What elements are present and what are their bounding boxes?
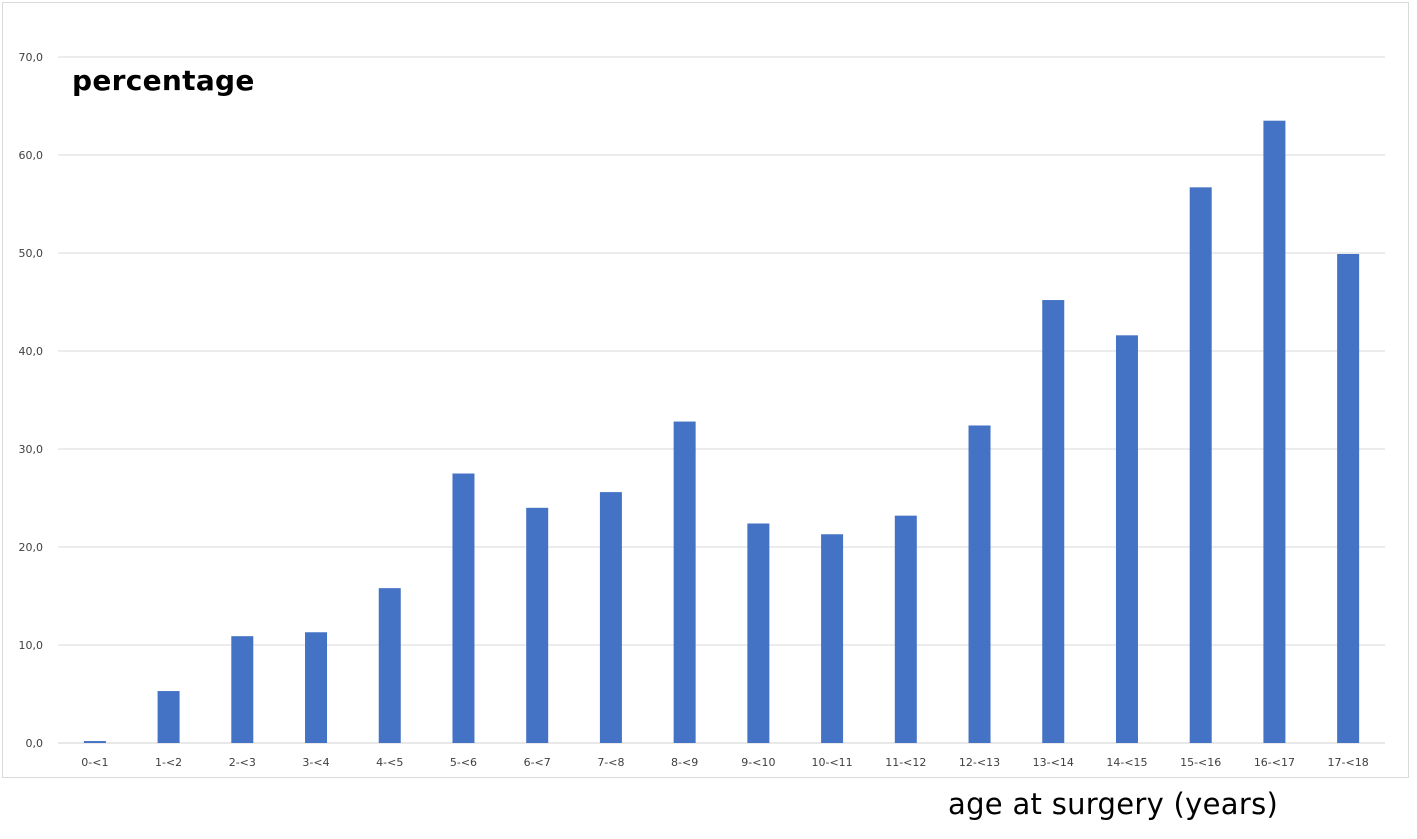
bar [83,741,106,743]
y-tick-label: 60,0 [19,149,44,162]
x-tick-label: 16-<17 [1254,756,1295,769]
bars [83,120,1360,744]
x-tick-label: 3-<4 [302,756,329,769]
x-tick-label: 11-<12 [885,756,926,769]
y-axis-title: percentage [72,64,255,97]
y-tick-label: 20,0 [19,541,44,554]
bar [894,515,917,743]
bar [1189,187,1212,744]
bar [1337,253,1360,744]
y-tick-label: 50,0 [19,247,44,260]
bar [452,473,475,743]
bar [231,636,254,743]
x-tick-label: 1-<2 [155,756,182,769]
bar [1115,335,1138,743]
x-tick-label: 4-<5 [376,756,403,769]
x-tick-label: 10-<11 [811,756,852,769]
y-tick-label: 10,0 [19,639,44,652]
gridlines [58,56,1385,744]
x-tick-label: 13-<14 [1033,756,1074,769]
x-tick-label: 15-<16 [1180,756,1221,769]
x-tick-label: 12-<13 [959,756,1000,769]
x-tick-label: 17-<18 [1328,756,1369,769]
bar [157,691,180,743]
x-tick-label: 8-<9 [671,756,698,769]
x-tick-label: 9-<10 [741,756,775,769]
x-tick-label: 2-<3 [229,756,256,769]
x-tick-labels: 0-<1 1-<2 2-<3 3-<4 4-<5 5-<6 6-<7 7-<8 8-<9 9-<1… [81,756,1368,769]
x-tick-label: 14-<15 [1106,756,1147,769]
x-tick-label: 5-<6 [450,756,477,769]
bar [968,425,991,743]
y-tick-labels: 0,0 10,0 20,0 30,0 40,0 50,0 60,0 70,0 [19,51,44,750]
x-tick-label: 7-<8 [597,756,624,769]
bar [1263,120,1286,743]
y-tick-label: 0,0 [26,737,44,750]
y-tick-label: 70,0 [19,51,44,64]
x-tick-label: 0-<1 [81,756,108,769]
bar [526,507,549,743]
x-axis-title: age at surgery (years) [948,787,1279,821]
bar [305,632,328,743]
bar [673,421,696,743]
bar [821,534,844,743]
bar [599,492,622,743]
y-tick-label: 30,0 [19,443,44,456]
bar [378,588,401,743]
bar [1042,300,1065,743]
y-tick-label: 40,0 [19,345,44,358]
x-tick-label: 6-<7 [524,756,551,769]
bar [747,523,770,743]
